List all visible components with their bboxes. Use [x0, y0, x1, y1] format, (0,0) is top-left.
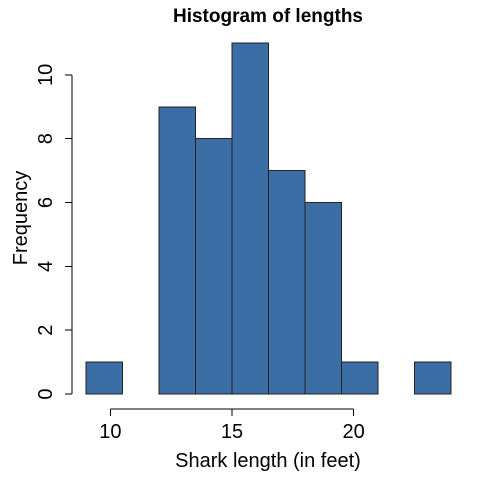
histogram-bar	[268, 170, 306, 395]
histogram-bar	[304, 202, 342, 395]
histogram-bar	[158, 106, 196, 395]
histogram-bar	[341, 361, 379, 395]
chart-title: Histogram of lengths	[173, 6, 363, 27]
histogram-bar	[231, 42, 269, 395]
bars-layer	[85, 42, 452, 395]
y-tick-label: 8	[35, 133, 57, 144]
y-tick-label: 6	[35, 197, 57, 208]
histogram-bar	[414, 361, 452, 395]
histogram-bar	[85, 361, 123, 395]
x-axis: 10 15 20	[99, 408, 365, 443]
y-tick-label: 10	[35, 64, 57, 86]
x-tick-label: 20	[343, 421, 365, 443]
y-tick-label: 4	[35, 261, 57, 272]
x-tick-label: 15	[221, 421, 243, 443]
y-axis: 0 2 4 6 8 10	[35, 64, 73, 400]
x-tick-label: 10	[99, 421, 121, 443]
x-axis-label: Shark length (in feet)	[175, 450, 361, 472]
y-tick-label: 0	[35, 388, 57, 399]
y-axis-label: Frequency	[10, 171, 32, 266]
histogram-bar	[195, 138, 233, 395]
y-tick-label: 2	[35, 325, 57, 336]
